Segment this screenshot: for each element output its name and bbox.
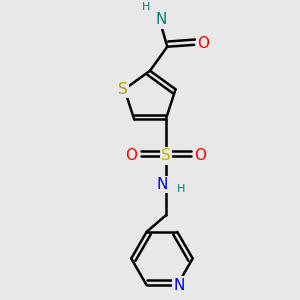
Text: S: S <box>118 82 128 97</box>
Text: H: H <box>177 184 185 194</box>
Text: O: O <box>125 148 137 163</box>
Text: N: N <box>173 278 185 292</box>
Text: S: S <box>161 148 171 163</box>
Text: O: O <box>197 36 209 51</box>
Text: O: O <box>194 148 206 163</box>
Text: N: N <box>156 177 168 192</box>
Text: H: H <box>142 2 150 12</box>
Text: N: N <box>156 12 167 27</box>
